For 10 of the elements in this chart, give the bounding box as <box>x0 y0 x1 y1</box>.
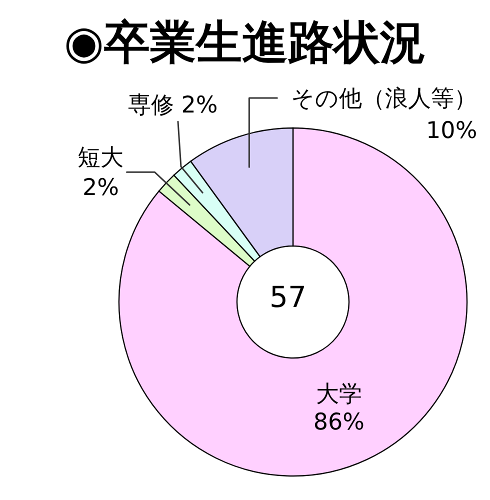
slice-label: 短大 <box>78 145 124 172</box>
slice-label: その他（浪人等） <box>291 86 478 112</box>
chart-title: ◉卒業生進路状況 <box>62 15 428 69</box>
data-label: 86% <box>313 410 364 436</box>
data-label: 2% <box>82 175 119 202</box>
slice-label: 大学 <box>316 382 362 408</box>
data-label: 2% <box>181 92 218 119</box>
slice-label: 専修 <box>128 92 174 119</box>
text: 57 <box>268 280 308 314</box>
data-label: 10% <box>426 118 478 144</box>
